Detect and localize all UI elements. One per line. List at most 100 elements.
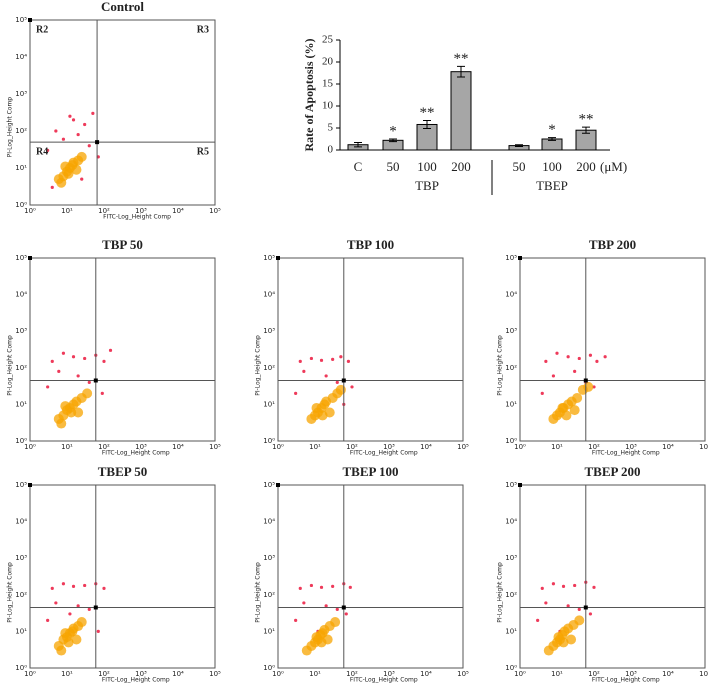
x-tick-label: 50 [387,159,400,174]
y-tick-label: 10¹ [263,400,275,408]
y-tick-label: 10² [15,127,27,135]
point [331,584,335,588]
y-tick-label: 10² [505,591,517,599]
point [63,637,74,648]
point [298,586,302,590]
point [324,604,328,608]
point [46,385,50,389]
point [83,122,87,127]
x-tick-label: 10⁰ [514,670,526,678]
point [335,607,339,611]
point [540,391,544,395]
point [66,407,77,418]
y-tick-label: 10⁵ [505,481,517,489]
plot-frame [277,257,464,442]
y-axis-label: PI-Log_Height Comp [497,562,504,623]
point [61,137,66,141]
y-tick-label: 10⁰ [263,664,275,672]
quadrant-label: R3 [197,24,209,35]
plot-frame [29,257,216,442]
y-tick-label: 10³ [505,327,517,335]
plot-frame [519,484,706,669]
point [330,617,341,628]
y-tick-label: 10¹ [505,627,517,635]
point [302,601,306,605]
point [331,357,335,361]
x-tick-label: 10⁴ [172,207,184,215]
y-tick-label: 10¹ [15,400,27,408]
point [87,144,91,148]
x-tick-label: 10² [346,443,358,451]
point [540,586,544,590]
point [73,407,84,418]
x-tick-label: 10³ [135,443,147,451]
point [573,369,577,373]
point [595,359,599,363]
quadrant-label: R2 [36,24,48,35]
y-tick-label: 10³ [15,327,27,335]
point [543,645,554,656]
y-tick-label: 10⁵ [15,481,27,489]
point [551,582,556,586]
x-tick-label: 10⁵ [457,443,469,451]
y-axis-label: Rate of Apoptosis (%) [302,38,316,151]
point [83,356,87,361]
gate-handle [583,605,588,610]
point [80,177,84,181]
point [317,410,328,421]
y-tick-label: 20 [322,56,334,68]
gate-handle [341,605,346,610]
point [83,583,87,588]
point [350,385,354,389]
point [339,355,343,359]
y-axis-label: PI-Log_Height Comp [7,562,14,623]
y-axis-label: PI-Log_Height Comp [255,335,262,396]
x-tick-label: 10⁰ [24,670,36,678]
error-bar [515,144,523,147]
point [46,148,50,152]
point [573,583,577,588]
point [306,413,317,424]
quadrant-label: R4 [36,146,48,157]
y-tick-label: 10³ [15,90,27,98]
y-tick-label: 10⁵ [263,254,275,262]
point [50,185,54,189]
x-tick-label: 10² [98,670,110,678]
point [61,582,66,586]
error-bar [548,137,556,141]
y-tick-label: 5 [328,122,334,134]
x-axis-label: FITC-Log_Height Comp [102,677,170,684]
point [302,369,306,373]
point [76,151,87,162]
point [50,359,54,363]
plot-title: TBEP 50 [98,464,148,479]
point [335,380,339,384]
y-tick-label: 10¹ [505,400,517,408]
point [558,637,569,648]
point [60,401,71,412]
x-tick-label: 100 [417,159,437,174]
corner-handle [276,256,280,260]
point [548,413,559,424]
gate-handle [93,378,98,383]
point [544,601,548,605]
x-tick-label: 10⁴ [420,670,432,678]
corner-handle [518,256,522,260]
y-tick-label: 10⁴ [505,291,517,299]
error-bar [457,65,465,78]
point [346,359,351,363]
gate-handle [341,378,346,383]
point [102,359,106,363]
x-tick-label: 10² [98,207,110,215]
point [54,129,58,133]
x-tick-label: 10² [98,443,110,451]
significance: * [389,123,397,139]
corner-handle [518,483,522,487]
point [71,584,76,588]
x-axis-label: FITC-Log_Height Comp [592,450,660,457]
point [68,612,72,616]
x-tick-label: 50 [513,159,526,174]
point [68,114,72,118]
point [561,410,572,421]
plot-title: TBEP 100 [343,464,399,479]
